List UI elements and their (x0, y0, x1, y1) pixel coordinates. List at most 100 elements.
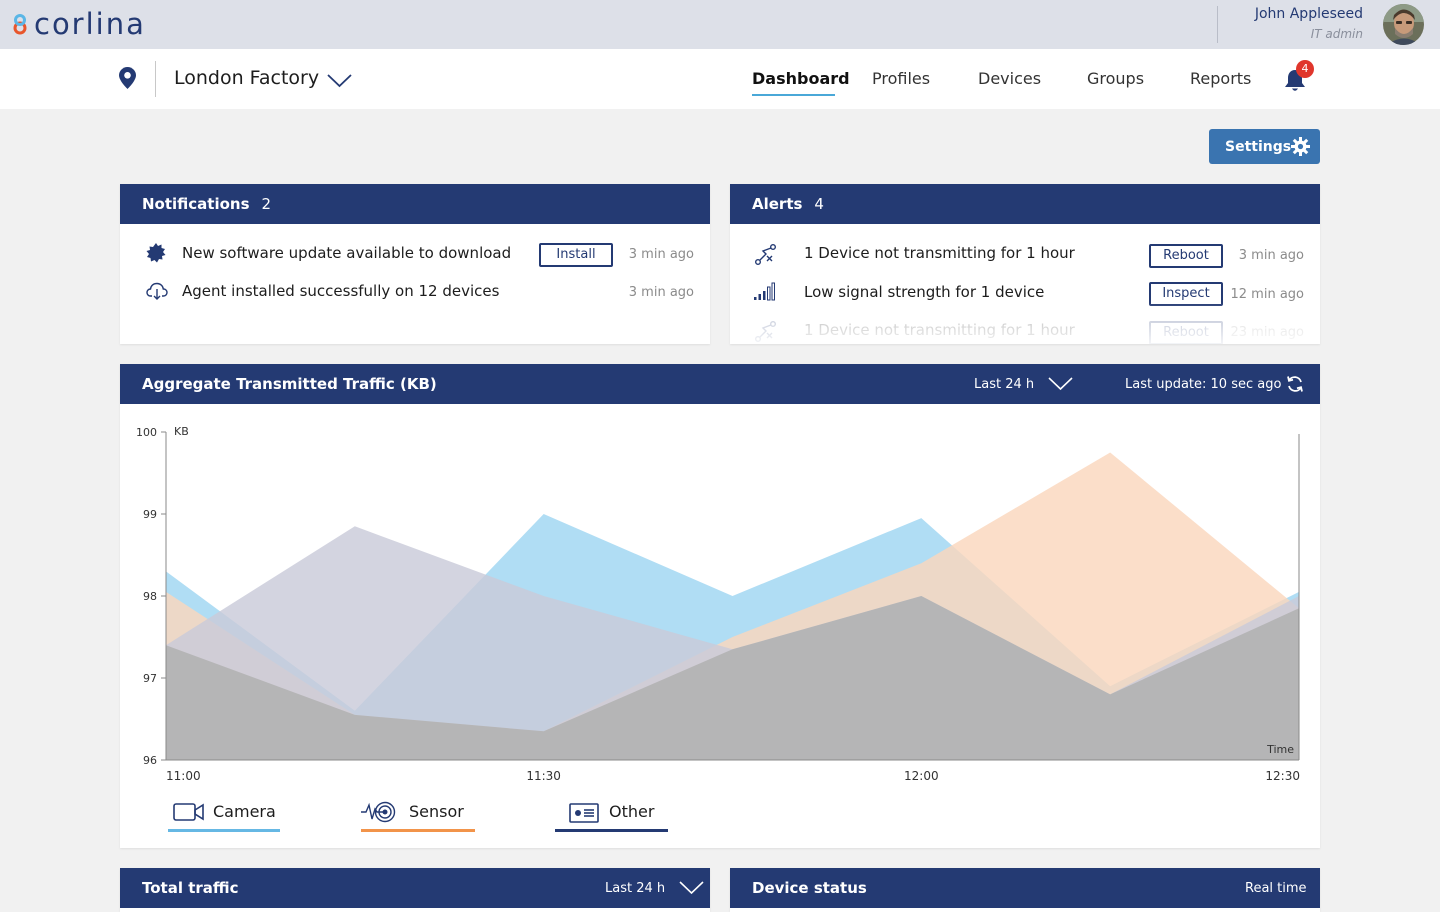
top-bar: corlina John Appleseed IT admin (0, 0, 1440, 49)
alerts-header: Alerts 4 (730, 184, 1320, 224)
x-tick-label: 11:30 (526, 769, 561, 783)
location-selector[interactable]: London Factory (174, 67, 320, 89)
tab-groups[interactable]: Groups (1087, 69, 1145, 88)
sensor-icon (361, 801, 399, 827)
tab-dashboard[interactable]: Dashboard (752, 69, 850, 88)
nav-bar: London Factory Dashboard Profiles Device… (0, 49, 1440, 109)
notification-time: 3 min ago (628, 247, 694, 262)
chevron-down-icon (1048, 377, 1073, 395)
tab-profiles[interactable]: Profiles (872, 69, 931, 88)
top-divider (1217, 6, 1218, 43)
y-tick-label: 100 (136, 426, 157, 439)
notifications-count: 2 (261, 195, 272, 213)
legend-line (361, 829, 475, 832)
y-tick-label: 97 (143, 672, 157, 685)
alerts-count: 4 (814, 195, 824, 213)
gear-icon (1291, 137, 1310, 160)
y-tick-label: 98 (143, 590, 157, 603)
last-update: Last update: 10 sec ago (1125, 364, 1281, 404)
mode-label: Real time (1245, 880, 1307, 896)
alert-time: 12 min ago (1230, 287, 1305, 302)
traffic-header: Aggregate Transmitted Traffic (KB) Last … (120, 364, 1320, 404)
traffic-title: Aggregate Transmitted Traffic (KB) (142, 375, 437, 393)
update-badge-icon (146, 243, 166, 267)
last-update-text: Last update: 10 sec ago (1125, 376, 1282, 392)
list-item: Low signal strength for 1 device Inspect… (730, 278, 1320, 310)
range-label: Last 24 h (605, 880, 666, 896)
y-axis-label: KB (174, 425, 189, 438)
legend-label: Sensor (409, 802, 464, 821)
list-item: Agent installed successfully on 12 devic… (120, 277, 710, 307)
settings-button-label: Settings (1225, 138, 1292, 155)
total-traffic-card: Total traffic Last 24 h (120, 868, 710, 912)
device-card-icon (569, 803, 599, 827)
alert-text: Low signal strength for 1 device (804, 283, 1045, 301)
reboot-button[interactable]: Reboot (1149, 321, 1223, 344)
alert-text: 1 Device not transmitting for 1 hour (804, 321, 1075, 339)
location-pin-icon (119, 67, 136, 93)
reboot-button[interactable]: Reboot (1149, 244, 1223, 268)
notification-text: New software update available to downloa… (182, 244, 512, 262)
avatar[interactable] (1383, 4, 1424, 45)
disconnected-route-icon (754, 320, 778, 344)
nav-divider (155, 61, 156, 97)
chevron-down-icon (679, 881, 704, 899)
device-status-header: Device status Real time (730, 868, 1320, 908)
notification-count-badge: 4 (1296, 60, 1314, 78)
device-status-card: Device status Real time (730, 868, 1320, 912)
disconnected-route-icon (754, 243, 778, 271)
notifications-header: Notifications 2 (120, 184, 710, 224)
list-item: 1 Device not transmitting for 1 hour Reb… (730, 316, 1320, 344)
user-name[interactable]: John Appleseed (1254, 6, 1363, 22)
legend-sensor[interactable]: Sensor (361, 798, 475, 834)
cloud-download-icon (146, 281, 168, 305)
logo-icon (12, 13, 32, 35)
range-selector[interactable]: Last 24 h (974, 364, 1073, 404)
alert-time: 23 min ago (1230, 325, 1305, 340)
settings-button[interactable]: Settings (1209, 129, 1320, 164)
alerts-title: Alerts (752, 195, 803, 213)
alert-time: 3 min ago (1238, 248, 1304, 263)
traffic-card: Aggregate Transmitted Traffic (KB) Last … (120, 364, 1320, 848)
install-button[interactable]: Install (539, 243, 613, 267)
refresh-icon[interactable] (1286, 375, 1304, 397)
device-status-title: Device status (752, 879, 867, 897)
device-status-mode: Real time (1245, 868, 1307, 908)
chevron-down-icon[interactable] (327, 73, 352, 92)
x-axis-label: Time (1266, 743, 1294, 756)
legend-label: Other (609, 802, 655, 821)
x-tick-label: 12:00 (904, 769, 939, 783)
y-tick-label: 96 (143, 754, 157, 767)
area-overlap (166, 596, 1299, 760)
legend-line (168, 829, 280, 832)
active-tab-indicator (752, 94, 835, 96)
notifications-title: Notifications (142, 195, 250, 213)
inspect-button[interactable]: Inspect (1149, 282, 1223, 306)
tab-reports[interactable]: Reports (1190, 69, 1252, 88)
alerts-card: Alerts 4 1 Device not transmitting for 1… (730, 184, 1320, 344)
notifications-card: Notifications 2 New software update avai… (120, 184, 710, 344)
alert-text: 1 Device not transmitting for 1 hour (804, 244, 1075, 262)
range-selector[interactable]: Last 24 h (605, 868, 704, 908)
legend-other[interactable]: Other (555, 798, 668, 834)
brand-name: corlina (34, 6, 146, 41)
notification-time: 3 min ago (628, 285, 694, 300)
legend-line (555, 829, 668, 832)
signal-strength-icon (754, 282, 776, 306)
legend-label: Camera (213, 802, 276, 821)
list-item: 1 Device not transmitting for 1 hour Reb… (730, 239, 1320, 271)
logo[interactable]: corlina (12, 8, 146, 40)
range-label: Last 24 h (974, 376, 1035, 392)
x-tick-label: 11:00 (166, 769, 201, 783)
traffic-chart: 100 99 98 97 96 11:00 11:30 12:00 12:30 KB Time (136, 425, 1300, 783)
legend-camera[interactable]: Camera (168, 798, 280, 834)
total-traffic-header: Total traffic Last 24 h (120, 868, 710, 908)
total-traffic-title: Total traffic (142, 879, 239, 897)
list-item: New software update available to downloa… (120, 239, 710, 269)
tab-devices[interactable]: Devices (978, 69, 1042, 88)
x-tick-label: 12:30 (1265, 769, 1300, 783)
camera-icon (173, 802, 205, 826)
user-role: IT admin (1310, 27, 1363, 41)
notification-text: Agent installed successfully on 12 devic… (182, 282, 500, 300)
y-tick-label: 99 (143, 508, 157, 521)
